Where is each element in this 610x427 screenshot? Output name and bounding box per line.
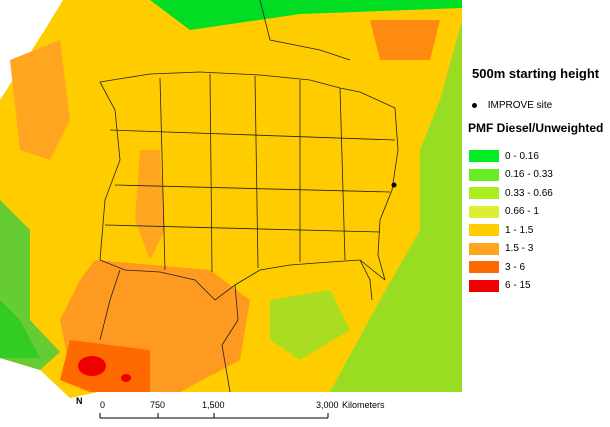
low-zone-gulf (270, 290, 350, 360)
legend-item: 1 - 1.5 (469, 221, 553, 240)
low-zone-north (150, 0, 462, 30)
legend-label: 0 - 0.16 (505, 150, 539, 162)
low-zone-atlantic (330, 20, 462, 392)
map-title: 500m starting height (472, 66, 600, 81)
legend-swatch (469, 261, 499, 274)
legend-swatch (469, 168, 499, 181)
scale-tick: 1,500 (202, 400, 225, 410)
legend-swatch (469, 187, 499, 200)
legend-swatch (469, 150, 499, 163)
site-legend: IMPROVE site (472, 100, 552, 111)
legend-item: 0 - 0.16 (469, 147, 553, 166)
legend-swatch (469, 224, 499, 237)
scale-bar: 0 750 1,500 3,000 Kilometers (98, 396, 408, 426)
legend-heading: PMF Diesel/Unweighted (468, 121, 604, 135)
legend-swatch (469, 279, 499, 292)
peak-zone-2 (121, 374, 131, 382)
legend-item: 6 - 15 (469, 277, 553, 296)
boundaries (99, 0, 399, 393)
improve-site-marker (391, 182, 397, 188)
high-zone-west (10, 40, 70, 160)
legend-label: 1 - 1.5 (505, 224, 534, 236)
legend-label: 1.5 - 3 (505, 243, 534, 255)
site-legend-label: IMPROVE site (487, 100, 553, 111)
legend-item: 3 - 6 (469, 258, 553, 277)
legend-label: 6 - 15 (505, 280, 531, 292)
legend-item: 0.33 - 0.66 (469, 184, 553, 203)
scale-tick: 0 (100, 400, 105, 410)
scale-tick: 750 (150, 400, 165, 410)
concentration-map (0, 0, 462, 398)
low-zone-pacific-2 (0, 300, 40, 358)
legend-item: 0.16 - 0.33 (469, 166, 553, 185)
high-zone-east (370, 20, 440, 60)
legend-label: 0.16 - 0.33 (505, 169, 553, 181)
legend-items: 0 - 0.16 0.16 - 0.33 0.33 - 0.66 0.66 - 1 1 … (469, 147, 553, 295)
peak-zone (78, 356, 106, 376)
north-arrow-label: N (76, 396, 83, 406)
legend-label: 3 - 6 (505, 261, 526, 273)
scale-tick: 3,000 (316, 400, 339, 410)
legend-swatch (469, 242, 499, 255)
site-dot-icon (472, 103, 477, 108)
legend-label: 0.66 - 1 (505, 206, 539, 218)
legend-swatch (469, 205, 499, 218)
legend-label: 0.33 - 0.66 (505, 187, 553, 199)
legend-panel: 500m starting height IMPROVE site PMF Di… (462, 0, 610, 427)
legend-item: 1.5 - 3 (469, 240, 553, 259)
high-zone-rockies (135, 150, 165, 260)
legend-item: 0.66 - 1 (469, 203, 553, 222)
scale-unit: Kilometers (342, 400, 385, 410)
